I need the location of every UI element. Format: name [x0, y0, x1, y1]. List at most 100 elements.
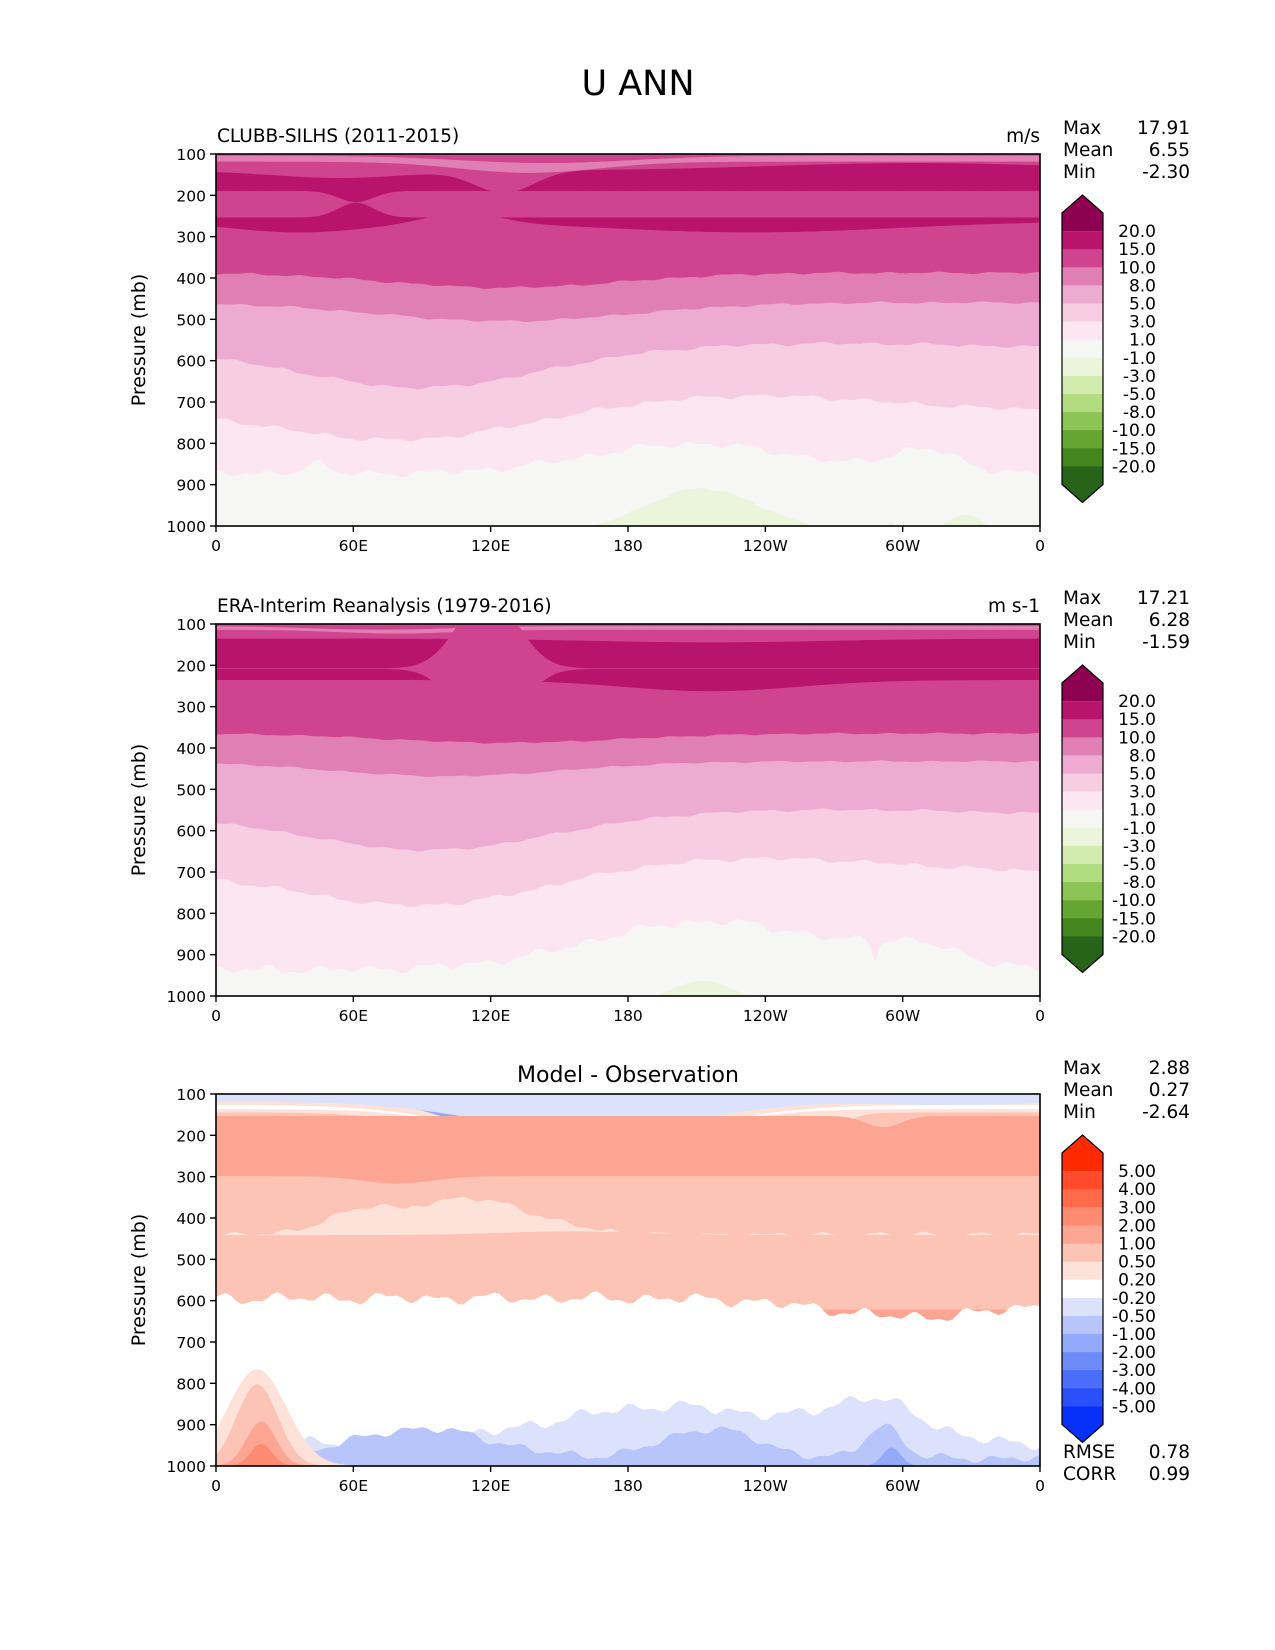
panel-diff: Model - Observation 100 200 300 400 500 600 700…	[128, 1058, 1190, 1495]
stat-label-max: Max	[1063, 118, 1101, 139]
y-tick-label: 200	[176, 1127, 206, 1145]
x-tick-label: 60W	[885, 1477, 920, 1495]
panel-left-title: ERA-Interim Reanalysis (1979-2016)	[217, 596, 552, 617]
x-tick-label: 180	[613, 1007, 643, 1025]
colorbar-tick-label: 3.0	[1129, 313, 1156, 333]
stat-label-mean: Mean	[1063, 140, 1113, 161]
colorbar-tick-label: 4.00	[1118, 1180, 1156, 1200]
colorbar: 20.015.010.08.05.03.01.0-1.0-3.0-5.0-8.0…	[1061, 194, 1156, 504]
colorbar-band	[1062, 1225, 1103, 1244]
y-axis-label: Pressure (mb)	[128, 1214, 150, 1347]
colorbar-band	[1062, 285, 1103, 304]
colorbar-tick-label: 10.0	[1118, 258, 1156, 278]
colorbar-band	[1062, 864, 1103, 883]
colorbar-tick-label: -10.0	[1112, 891, 1156, 911]
panel-model: CLUBB-SILHS (2011-2015) m/s 100 200 300 400 50…	[128, 118, 1190, 555]
colorbar-band	[1062, 267, 1103, 286]
stat-label-max: Max	[1063, 588, 1101, 609]
x-tick-label: 120W	[743, 1007, 788, 1025]
colorbar-band	[1062, 1334, 1103, 1353]
x-tick-label: 120E	[471, 1477, 510, 1495]
y-tick-label: 800	[176, 435, 206, 453]
colorbar-tick-label: -8.0	[1123, 403, 1156, 423]
x-tick-label: 0	[1035, 1007, 1045, 1025]
colorbar-tick-label: 1.0	[1129, 331, 1156, 351]
colorbar-tick-label: 1.0	[1129, 801, 1156, 821]
colorbar-extend-max	[1062, 195, 1103, 232]
colorbar-band	[1062, 827, 1103, 847]
colorbar-band	[1062, 701, 1103, 720]
x-tick-label: 60E	[339, 537, 369, 555]
colorbar: 5.004.003.002.001.000.500.20-0.20-0.50-1…	[1061, 1134, 1156, 1444]
colorbar-band	[1062, 394, 1103, 413]
colorbar-band	[1062, 1261, 1103, 1281]
colorbar-extend-min	[1062, 936, 1103, 973]
colorbar-tick-label: 5.0	[1129, 295, 1156, 315]
y-tick-label: 400	[176, 1210, 206, 1228]
x-tick-label: 120E	[471, 537, 510, 555]
y-tick-label: 700	[176, 1334, 206, 1352]
colorbar-band	[1062, 845, 1103, 865]
y-tick-label: 100	[176, 616, 206, 634]
stat-value-corr: 0.99	[1149, 1464, 1190, 1485]
y-tick-label: 400	[176, 740, 206, 758]
y-tick-label: 200	[176, 657, 206, 675]
contour-band-1	[216, 155, 1040, 173]
colorbar-tick-label: -1.0	[1123, 819, 1156, 839]
y-tick-label: 500	[176, 1251, 206, 1269]
colorbar-tick-label: -5.0	[1123, 385, 1156, 405]
colorbar-band	[1062, 755, 1103, 774]
colorbar-band	[1062, 303, 1103, 323]
stat-value-min: -2.64	[1142, 1102, 1190, 1123]
stat-value-max: 17.91	[1137, 118, 1190, 139]
colorbar-outline	[1061, 1134, 1104, 1444]
y-tick-label: 1000	[167, 988, 206, 1006]
x-tick-label: 0	[211, 1007, 221, 1025]
colorbar-tick-label: -15.0	[1112, 909, 1156, 929]
colorbar-band	[1062, 737, 1103, 756]
y-tick-label: 600	[176, 353, 206, 371]
stat-value-mean: 0.27	[1149, 1080, 1190, 1101]
contour-band-8	[216, 442, 1040, 526]
stat-label-mean: Mean	[1063, 1080, 1113, 1101]
colorbar-outline	[1061, 194, 1104, 504]
panel-units: m s-1	[988, 596, 1040, 617]
x-tick-label: 120E	[471, 1007, 510, 1025]
colorbar: 20.015.010.08.05.03.01.0-1.0-3.0-5.0-8.0…	[1061, 664, 1156, 974]
colorbar-band	[1062, 719, 1103, 738]
colorbar-band	[1062, 321, 1103, 341]
y-tick-label: 100	[176, 1086, 206, 1104]
contour-band-8	[216, 919, 1040, 996]
colorbar-tick-label: -20.0	[1112, 457, 1156, 477]
colorbar-band	[1062, 1388, 1103, 1407]
stat-label-max: Max	[1063, 1058, 1101, 1079]
colorbar-band	[1062, 918, 1103, 937]
colorbar-band	[1062, 882, 1103, 901]
y-tick-label: 300	[176, 1169, 206, 1187]
contour-band-16	[216, 1423, 1040, 1466]
stat-label-rmse: RMSE	[1063, 1442, 1115, 1463]
colorbar-band	[1062, 249, 1103, 268]
colorbar-tick-label: -10.0	[1112, 421, 1156, 441]
colorbar-band	[1062, 1315, 1103, 1335]
colorbar-tick-label: 2.00	[1118, 1216, 1156, 1236]
colorbar-extend-max	[1062, 665, 1103, 702]
x-tick-label: 180	[613, 1477, 643, 1495]
colorbar-tick-label: 8.0	[1129, 276, 1156, 296]
panel-obs: ERA-Interim Reanalysis (1979-2016) m s-1 1…	[128, 588, 1190, 1025]
colorbar-tick-label: 10.0	[1118, 728, 1156, 748]
colorbar-band	[1062, 375, 1103, 395]
colorbar-band	[1062, 357, 1103, 377]
colorbar-band	[1062, 1243, 1103, 1263]
y-tick-label: 700	[176, 394, 206, 412]
colorbar-band	[1062, 339, 1103, 359]
y-tick-label: 200	[176, 187, 206, 205]
colorbar-tick-label: -2.00	[1112, 1343, 1156, 1363]
colorbar-tick-label: 15.0	[1118, 710, 1156, 730]
x-tick-label: 120W	[743, 1477, 788, 1495]
contour-band-3	[216, 624, 1040, 744]
y-tick-label: 100	[176, 146, 206, 164]
y-axis-label: Pressure (mb)	[128, 744, 150, 877]
colorbar-tick-label: -1.00	[1112, 1325, 1156, 1345]
